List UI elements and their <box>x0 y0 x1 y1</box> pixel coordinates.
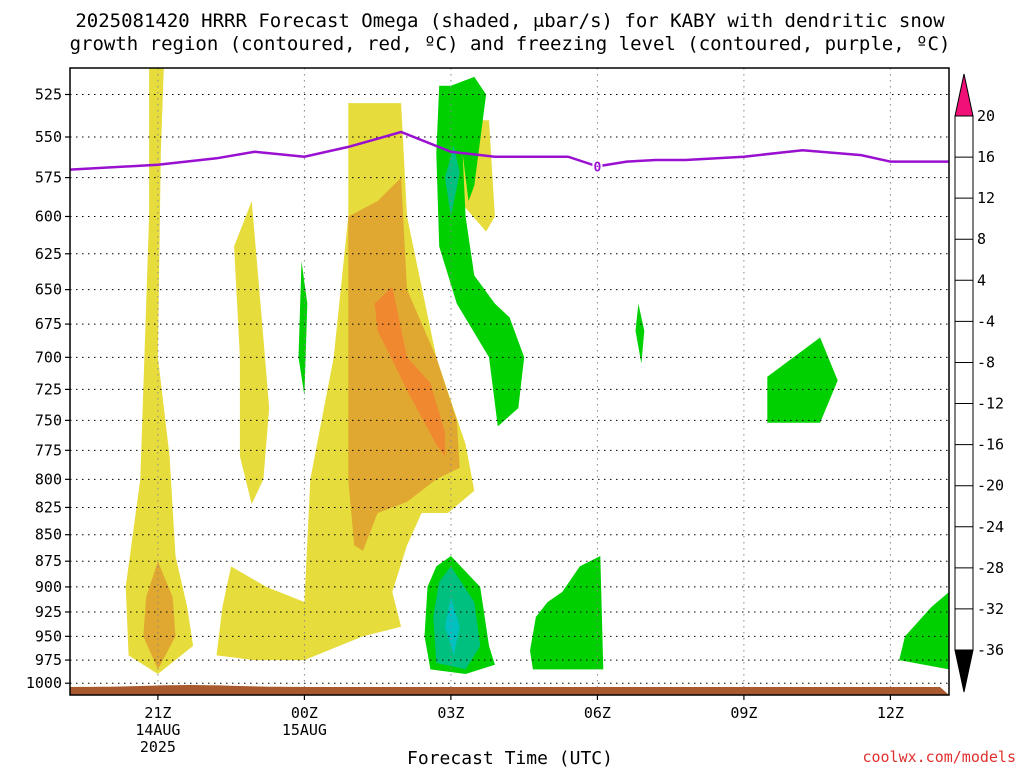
y-tick-label-925: 925 <box>35 603 62 621</box>
colorbar-bottom-arrow <box>954 649 974 693</box>
y-tick-label-575: 575 <box>35 169 62 187</box>
x-tick-label-0-2: 2025 <box>140 738 176 756</box>
y-tick-label-900: 900 <box>35 578 62 596</box>
y-tick-label-950: 950 <box>35 627 62 645</box>
x-tick-label-5-0: 00Z <box>291 704 318 722</box>
y-axis-ticks: 525 550 575 600 625 650 675 700 725 750 775 800 825 8… <box>26 85 70 692</box>
y-tick-label-525: 525 <box>35 85 62 103</box>
y-tick-label-975: 975 <box>35 651 62 669</box>
colorbar-top-arrow <box>954 73 974 117</box>
ground-strip <box>70 685 949 695</box>
y-tick-label-1000: 1000 <box>26 674 62 692</box>
colorbar-frame <box>954 115 974 651</box>
y-tick-label-700: 700 <box>35 348 62 366</box>
x-tick-label-25-0: 12Z <box>877 704 904 722</box>
omega-region-2 <box>234 201 270 505</box>
y-tick-label-800: 800 <box>35 470 62 488</box>
x-tick-label-20-0: 09Z <box>730 704 757 722</box>
colorbar-label-6: -8 <box>977 353 995 371</box>
colorbar-label-11: -28 <box>977 559 1004 577</box>
omega-region-7 <box>436 76 525 427</box>
x-tick-label-0-0: 21Z <box>144 704 171 722</box>
ground-layer <box>70 685 949 695</box>
y-tick-label-775: 775 <box>35 441 62 459</box>
y-tick-label-675: 675 <box>35 315 62 333</box>
omega-region-14 <box>530 556 604 670</box>
colorbar-label-12: -32 <box>977 600 1004 618</box>
y-tick-label-850: 850 <box>35 526 62 544</box>
colorbar-label-4: 4 <box>977 271 986 289</box>
omega-region-10 <box>635 303 645 364</box>
omega-shaded-regions <box>125 68 949 674</box>
x-axis-label: Forecast Time (UTC) <box>407 748 613 768</box>
y-tick-label-650: 650 <box>35 281 62 299</box>
omega-region-3 <box>216 103 475 661</box>
omega-region-16 <box>899 592 949 670</box>
freezing-level-label-bg <box>592 158 603 173</box>
omega-region-9 <box>298 261 308 396</box>
y-tick-label-750: 750 <box>35 411 62 429</box>
omega-region-8 <box>445 145 460 217</box>
freezing-level-line <box>70 130 949 171</box>
y-tick-label-550: 550 <box>35 128 62 146</box>
omega-region-15 <box>767 337 838 423</box>
colorbar-label-13: -36 <box>977 641 1004 659</box>
chart-title-line-2: growth region (contoured, red, ºC) and f… <box>70 33 951 55</box>
y-tick-label-825: 825 <box>35 498 62 516</box>
y-tick-label-725: 725 <box>35 380 62 398</box>
freezing-level-label: 0 <box>593 160 601 175</box>
y-tick-label-625: 625 <box>35 245 62 263</box>
colorbar-label-1: 16 <box>977 148 995 166</box>
x-tick-label-5-1: 15AUG <box>282 721 327 739</box>
x-tick-label-0-1: 14AUG <box>135 721 180 739</box>
plot-frame <box>69 67 950 696</box>
omega-region-0 <box>125 68 194 674</box>
freezing-level-contour: 0 <box>70 130 949 175</box>
chart-title-line-1: 2025081420 HRRR Forecast Omega (shaded, … <box>75 10 945 32</box>
colorbar-label-0: 20 <box>977 107 995 125</box>
omega-region-1 <box>143 561 176 670</box>
y-tick-label-875: 875 <box>35 552 62 570</box>
colorbar: 20 16 12 8 4 -4 -8 -12 -16 -20 -24 -28 -32 -36 <box>954 73 1004 693</box>
colorbar-label-8: -16 <box>977 436 1004 454</box>
x-tick-label-10-0: 03Z <box>437 704 464 722</box>
colorbar-label-10: -24 <box>977 518 1004 536</box>
colorbar-label-7: -12 <box>977 395 1004 413</box>
colorbar-label-2: 12 <box>977 189 995 207</box>
grid-lines <box>70 68 949 695</box>
omega-region-5 <box>374 286 445 457</box>
y-tick-label-600: 600 <box>35 207 62 225</box>
x-tick-label-15-0: 06Z <box>584 704 611 722</box>
colorbar-label-9: -20 <box>977 477 1004 495</box>
colorbar-label-5: -4 <box>977 312 995 330</box>
site-credit: coolwx.com/models <box>862 748 1016 766</box>
colorbar-label-3: 8 <box>977 230 986 248</box>
